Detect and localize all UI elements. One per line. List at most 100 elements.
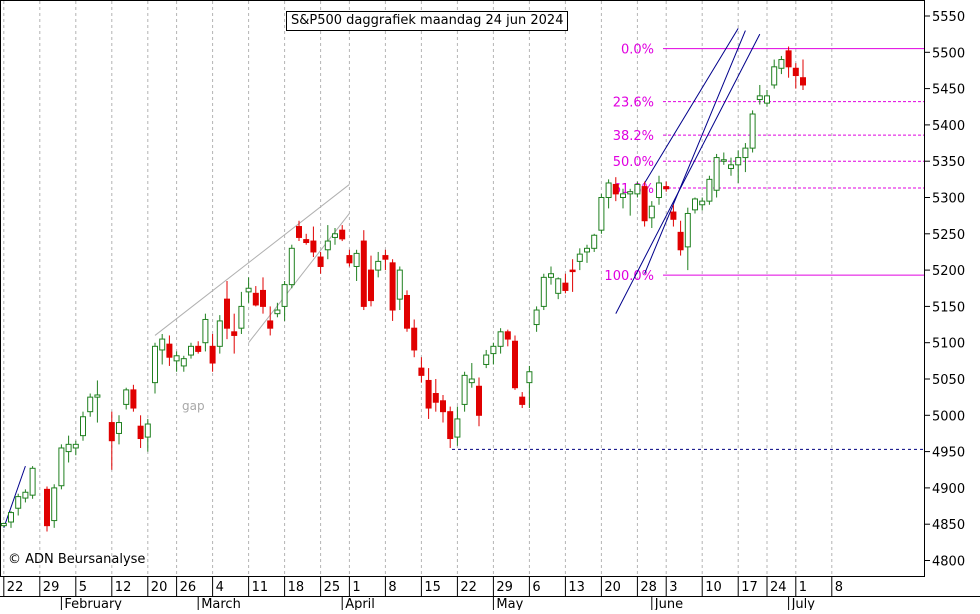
candle-body	[684, 212, 691, 248]
candle-body	[72, 443, 79, 449]
candle	[490, 342, 497, 365]
candle	[346, 249, 353, 267]
x-tick-label: 20	[151, 580, 168, 595]
x-tick-label: 3	[669, 580, 677, 595]
candle	[108, 411, 115, 470]
candle	[684, 207, 691, 271]
candle-body	[224, 298, 230, 329]
y-tick-label: 5400	[932, 119, 965, 134]
candle	[317, 251, 324, 274]
candle-body	[396, 269, 403, 300]
candle	[641, 181, 648, 227]
candle	[620, 188, 626, 209]
candle	[51, 484, 58, 528]
candle-body	[339, 229, 346, 240]
trendline	[644, 28, 739, 184]
candle-body	[58, 447, 65, 487]
y-tick-label: 4850	[932, 518, 965, 533]
candle	[555, 277, 562, 300]
x-tick-label: 22	[7, 580, 24, 595]
candle-body	[584, 247, 590, 253]
trendline	[3, 465, 26, 528]
candle-body	[260, 289, 266, 307]
candle	[144, 418, 151, 452]
candle-body	[252, 292, 259, 306]
candle-body	[425, 379, 432, 409]
candle-body	[195, 345, 202, 352]
candle-body	[144, 423, 151, 438]
x-tick-label: 13	[568, 580, 585, 595]
candle	[368, 255, 374, 307]
x-tick-label: 8	[388, 580, 396, 595]
candle-body	[389, 262, 396, 311]
candle	[677, 220, 684, 256]
candle	[375, 251, 382, 278]
x-axis: 22 29 5 12 20 26 4 11 18 25 1 8 15 22 29 6 13 20 28 3 10 17 24…	[0, 576, 980, 612]
candle-body	[692, 198, 698, 211]
x-tick-label: 5	[79, 580, 87, 595]
candle-body	[540, 276, 547, 307]
candle	[569, 259, 576, 292]
x-tick-label: 6	[532, 580, 540, 595]
candle	[605, 179, 612, 209]
y-tick-label: 4900	[932, 482, 965, 497]
candle	[627, 188, 634, 216]
candle	[0, 522, 7, 528]
candle-body	[159, 338, 166, 351]
y-tick-label: 5550	[932, 10, 965, 25]
candle-body	[231, 331, 238, 336]
candle	[692, 197, 698, 214]
fib-label: 61.8%	[613, 182, 654, 197]
candle-body	[411, 327, 418, 351]
candle-body	[728, 164, 734, 169]
candle	[411, 319, 418, 358]
x-tick-label: 1	[352, 580, 360, 595]
candle	[238, 291, 245, 334]
candle-body	[648, 205, 655, 219]
candle	[584, 244, 590, 263]
candle-body	[51, 487, 58, 522]
candle	[332, 227, 338, 245]
candle	[188, 342, 194, 359]
candle	[440, 394, 446, 423]
candle-body	[281, 284, 288, 307]
candle-layer	[0, 46, 806, 532]
candle-body	[677, 231, 684, 251]
y-tick-label: 4800	[932, 555, 965, 570]
month-label: July	[791, 597, 816, 610]
candle	[591, 233, 598, 252]
candle	[65, 435, 72, 463]
x-tick-label: 22	[460, 580, 477, 595]
candle-body	[123, 389, 130, 405]
candle	[137, 415, 144, 448]
candle	[22, 489, 29, 503]
candle	[152, 342, 158, 394]
candle	[418, 357, 425, 383]
candle-body	[130, 389, 137, 409]
candle-body	[497, 331, 504, 347]
candle	[29, 466, 36, 499]
candle	[598, 193, 605, 234]
y-tick-label: 5450	[932, 83, 965, 98]
candle-body	[656, 182, 662, 198]
y-tick-label: 5500	[932, 46, 965, 61]
candle	[44, 486, 50, 532]
gap-annotation: gap	[182, 399, 205, 413]
candle-body	[173, 355, 180, 362]
x-tick-label: 29	[496, 580, 513, 595]
candle-body	[22, 491, 29, 499]
candle	[123, 387, 130, 410]
candle-body	[778, 59, 785, 69]
candle	[699, 197, 706, 211]
candle-body	[605, 182, 612, 198]
candle	[728, 157, 734, 176]
candle-body	[44, 488, 50, 527]
candle-body	[404, 295, 410, 329]
candle-body	[80, 416, 86, 437]
y-tick-label: 5150	[932, 300, 965, 315]
x-tick-label: 24	[770, 580, 787, 595]
fib-label: 23.6%	[613, 96, 654, 111]
candle-body	[620, 193, 626, 198]
